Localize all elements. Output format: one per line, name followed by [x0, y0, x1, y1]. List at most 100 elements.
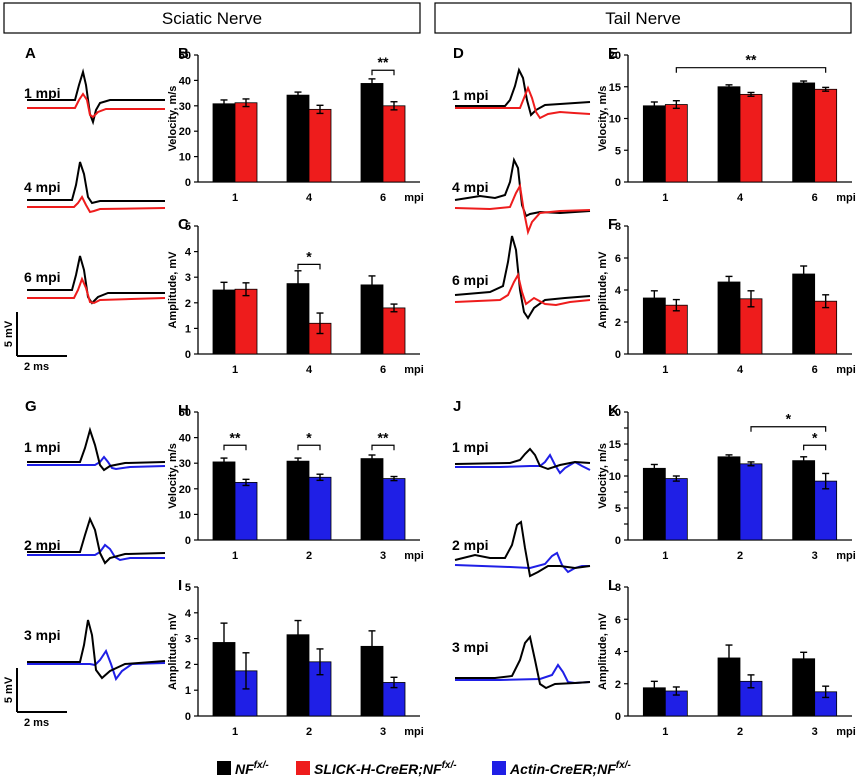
- bar: [286, 460, 310, 541]
- header-tail-box: [434, 2, 852, 34]
- y-tick-label: 5: [615, 145, 621, 157]
- trace-slick: [27, 195, 166, 214]
- y-tick-label: 0: [185, 177, 191, 189]
- y-tick-label: 15: [609, 82, 621, 94]
- y-tick-label: 50: [179, 50, 191, 62]
- x-unit-label: mpi: [404, 726, 424, 738]
- y-tick-label: 0: [615, 711, 621, 723]
- x-tick-label: 6: [812, 192, 818, 204]
- y-tick-label: 3: [185, 634, 191, 646]
- trace-label: 4 mpi: [452, 179, 489, 195]
- y-tick-label: 1: [185, 323, 191, 335]
- trace-panel-J: J 1 mpi 2 mpi 3 mpi: [452, 398, 591, 690]
- panel-letter-K: K: [608, 402, 619, 419]
- y-tick-label: 0: [185, 535, 191, 547]
- trace-slick: [455, 85, 591, 120]
- y-tick-label: 0: [185, 349, 191, 361]
- bar: [286, 94, 310, 183]
- y-tick-label: 0: [185, 711, 191, 723]
- x-tick-label: 1: [662, 192, 668, 204]
- y-tick-label: 6: [615, 253, 621, 265]
- chart-I: I 0 1 2 3 4 5 Amplitude, mV 1 2 3 mpi: [167, 577, 424, 738]
- scale-bar-bottom: 5 mV 2 ms: [3, 668, 67, 729]
- y-tick-label: 5: [615, 503, 621, 515]
- trace-label: 1 mpi: [24, 439, 61, 455]
- x-tick-label: 1: [232, 550, 238, 562]
- trace-panel-D: D 1 mpi 4 mpi 6 mpi: [452, 45, 591, 320]
- trace-panel-G: G 1 mpi 2 mpi 3 mpi: [24, 398, 166, 682]
- bar: [642, 105, 666, 183]
- trace-slick: [27, 276, 166, 305]
- bar: [642, 467, 666, 541]
- x-unit-label: mpi: [404, 364, 424, 376]
- bar: [642, 297, 666, 355]
- legend-label-slick: SLICK-H-CreER;NFfx/-: [314, 760, 457, 777]
- y-axis-label: Velocity, m/s: [597, 443, 609, 509]
- trace-label: 1 mpi: [452, 439, 489, 455]
- legend-label-nf: NFfx/-: [235, 760, 269, 777]
- bar: [212, 289, 236, 355]
- y-tick-label: 2: [615, 679, 621, 691]
- x-tick-label: 6: [812, 364, 818, 376]
- trace-label: 2 mpi: [452, 537, 489, 553]
- trace-nf: [455, 634, 591, 690]
- y-tick-label: 4: [615, 285, 622, 297]
- x-tick-label: 1: [232, 726, 238, 738]
- trace-label: 6 mpi: [452, 272, 489, 288]
- trace-label: 6 mpi: [24, 269, 61, 285]
- y-axis-label: Amplitude, mV: [597, 251, 609, 329]
- bar: [792, 460, 816, 541]
- bar: [360, 458, 384, 541]
- y-axis-label: Amplitude, mV: [167, 612, 179, 690]
- header-tail-title: Tail Nerve: [605, 9, 681, 28]
- x-unit-label: mpi: [404, 192, 424, 204]
- x-tick-label: 2: [737, 726, 743, 738]
- significance-bracket: [803, 444, 827, 451]
- y-tick-label: 20: [609, 50, 621, 62]
- y-tick-label: 10: [179, 509, 191, 521]
- x-tick-label: 2: [306, 550, 312, 562]
- x-tick-label: 1: [662, 726, 668, 738]
- y-tick-label: 2: [185, 298, 191, 310]
- x-tick-label: 1: [232, 192, 238, 204]
- y-tick-label: 5: [185, 582, 191, 594]
- y-axis-label: Amplitude, mV: [597, 612, 609, 690]
- x-unit-label: mpi: [404, 550, 424, 562]
- scale-bar-ms-label: 2 ms: [24, 361, 49, 373]
- chart-L: L 0 2 4 6 8 Amplitude, mV 1 2 3 mpi: [597, 577, 856, 738]
- y-tick-label: 1: [185, 685, 191, 697]
- x-tick-label: 3: [380, 726, 386, 738]
- significance-label: **: [378, 54, 389, 70]
- trace-label: 2 mpi: [24, 537, 61, 553]
- trace-nf: [27, 619, 166, 680]
- scale-bar-top: 5 mV 2 ms: [3, 312, 67, 373]
- panel-letter-B: B: [178, 45, 189, 62]
- x-tick-label: 6: [380, 364, 386, 376]
- y-tick-label: 5: [185, 221, 191, 233]
- trace-actin: [27, 543, 165, 562]
- trace-actin: [27, 455, 166, 471]
- legend-swatch-slick: [296, 761, 310, 775]
- chart-K: K 0 5 10 15 20 Velocity, m/s 1 2 3 mpi * *: [597, 402, 856, 562]
- legend-swatch-actin: [492, 761, 506, 775]
- x-tick-label: 2: [306, 726, 312, 738]
- bar: [234, 481, 258, 541]
- trace-actin: [455, 663, 591, 685]
- y-tick-label: 40: [179, 433, 191, 445]
- bar: [308, 108, 332, 183]
- significance-bracket: [750, 426, 827, 432]
- trace-nf: [27, 255, 165, 305]
- header-sciatic-box: [3, 2, 421, 34]
- significance-label: *: [812, 429, 818, 445]
- bar: [814, 480, 838, 541]
- bar: [664, 104, 688, 183]
- trace-nf: [27, 161, 165, 205]
- trace-slick: [27, 92, 165, 119]
- significance-label: *: [786, 411, 792, 427]
- y-axis-label: Amplitude, mV: [167, 251, 179, 329]
- bar: [739, 463, 763, 541]
- y-tick-label: 20: [609, 407, 621, 419]
- bar: [792, 273, 816, 355]
